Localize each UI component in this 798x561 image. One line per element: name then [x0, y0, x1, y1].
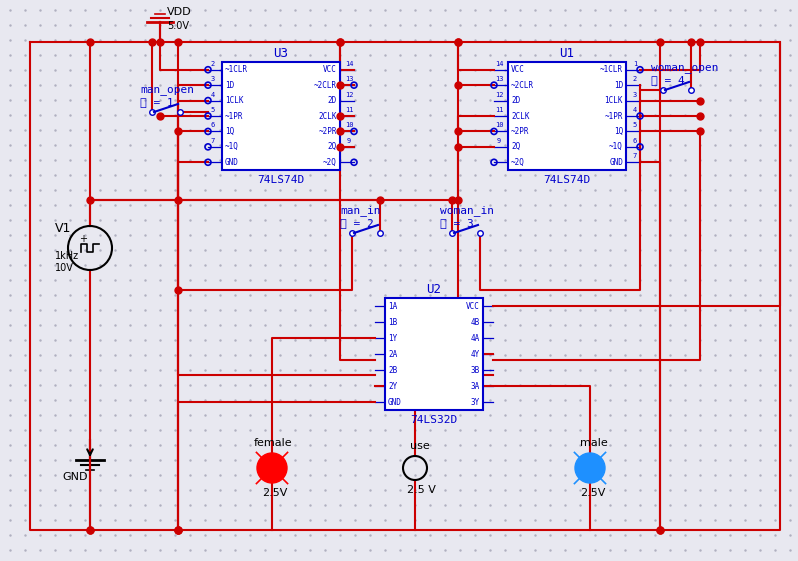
Text: 键 = 3: 键 = 3 — [440, 218, 474, 228]
Bar — [222, 62, 340, 170]
Text: ~1PR: ~1PR — [225, 112, 243, 121]
Text: U1: U1 — [559, 47, 575, 59]
Text: man_open: man_open — [140, 85, 194, 95]
Text: 2Y: 2Y — [388, 381, 397, 390]
Text: 4: 4 — [211, 91, 215, 98]
Text: 2: 2 — [633, 76, 637, 82]
Text: 5: 5 — [633, 122, 637, 128]
Text: 6: 6 — [211, 122, 215, 128]
Text: 2D: 2D — [328, 96, 337, 105]
Text: U2: U2 — [426, 283, 441, 296]
Text: 5: 5 — [211, 107, 215, 113]
Text: 1: 1 — [633, 61, 637, 67]
Text: ~1Q: ~1Q — [609, 142, 623, 151]
Text: ~2Q: ~2Q — [511, 158, 525, 167]
Text: 2: 2 — [211, 61, 215, 67]
Text: 3Y: 3Y — [471, 398, 480, 407]
Text: ~1CLR: ~1CLR — [600, 65, 623, 74]
Text: 4Y: 4Y — [471, 350, 480, 358]
Text: 1D: 1D — [225, 81, 235, 90]
Text: 2.5 V: 2.5 V — [407, 485, 436, 495]
Text: U3: U3 — [274, 47, 289, 59]
Text: GND: GND — [388, 398, 402, 407]
Text: woman_in: woman_in — [440, 205, 494, 217]
Text: V1: V1 — [55, 222, 71, 234]
Text: 2Q: 2Q — [328, 142, 337, 151]
Text: male: male — [580, 438, 608, 448]
Text: 2B: 2B — [388, 366, 397, 375]
Text: 1kHz: 1kHz — [55, 251, 79, 261]
Text: ~2CLR: ~2CLR — [314, 81, 337, 90]
Text: 2CLK: 2CLK — [318, 112, 337, 121]
Circle shape — [575, 453, 605, 483]
Text: 9: 9 — [497, 138, 501, 144]
Text: 1B: 1B — [388, 318, 397, 327]
Text: 4A: 4A — [471, 333, 480, 343]
Text: 9: 9 — [347, 138, 351, 144]
Text: ~1PR: ~1PR — [605, 112, 623, 121]
Text: 键 = 2: 键 = 2 — [340, 218, 373, 228]
Text: VCC: VCC — [511, 65, 525, 74]
Text: 10: 10 — [345, 122, 354, 128]
Text: 12: 12 — [345, 91, 354, 98]
Text: ~1Q: ~1Q — [225, 142, 239, 151]
Text: 1Y: 1Y — [388, 333, 397, 343]
Text: 2A: 2A — [388, 350, 397, 358]
Text: 1CLK: 1CLK — [605, 96, 623, 105]
Text: 3: 3 — [211, 76, 215, 82]
Bar — [508, 62, 626, 170]
Text: 13: 13 — [495, 76, 504, 82]
Text: 键 = 1: 键 = 1 — [140, 97, 174, 107]
Text: 1CLK: 1CLK — [225, 96, 243, 105]
Text: VCC: VCC — [323, 65, 337, 74]
Text: 5.0V: 5.0V — [167, 21, 189, 31]
Text: VCC: VCC — [466, 301, 480, 310]
Text: use: use — [410, 441, 430, 451]
Text: 12: 12 — [495, 91, 504, 98]
Text: GND: GND — [609, 158, 623, 167]
Text: 74LS74D: 74LS74D — [543, 175, 591, 185]
Text: 14: 14 — [495, 61, 504, 67]
Text: ~2PR: ~2PR — [511, 127, 530, 136]
Text: 1Q: 1Q — [614, 127, 623, 136]
Text: 10: 10 — [495, 122, 504, 128]
Text: 74LS74D: 74LS74D — [258, 175, 305, 185]
Text: 2.5V: 2.5V — [262, 488, 287, 498]
Text: ~2PR: ~2PR — [318, 127, 337, 136]
Bar — [385, 298, 483, 410]
Text: 10V: 10V — [55, 263, 74, 273]
Text: 3: 3 — [633, 91, 637, 98]
Text: man_in: man_in — [340, 205, 381, 217]
Text: 2Q: 2Q — [511, 142, 520, 151]
Text: 4B: 4B — [471, 318, 480, 327]
Text: woman_open: woman_open — [651, 63, 718, 73]
Text: 2D: 2D — [511, 96, 520, 105]
Text: 1Q: 1Q — [225, 127, 235, 136]
Text: GND: GND — [225, 158, 239, 167]
Text: 2.5V: 2.5V — [580, 488, 606, 498]
Text: 11: 11 — [345, 107, 354, 113]
Text: 2CLK: 2CLK — [511, 112, 530, 121]
Text: female: female — [254, 438, 293, 448]
Text: GND: GND — [62, 472, 88, 482]
Text: 3A: 3A — [471, 381, 480, 390]
Text: 7: 7 — [633, 153, 637, 159]
Text: 74LS32D: 74LS32D — [410, 415, 457, 425]
Text: ~2Q: ~2Q — [323, 158, 337, 167]
Text: +: + — [79, 234, 87, 244]
Text: 1A: 1A — [388, 301, 397, 310]
Text: 4: 4 — [633, 107, 637, 113]
Text: 6: 6 — [633, 138, 637, 144]
Text: ~1CLR: ~1CLR — [225, 65, 248, 74]
Text: 11: 11 — [495, 107, 504, 113]
Text: 键 = 4: 键 = 4 — [651, 75, 685, 85]
Text: 7: 7 — [211, 138, 215, 144]
Text: ~2CLR: ~2CLR — [511, 81, 534, 90]
Text: 13: 13 — [345, 76, 354, 82]
Text: 14: 14 — [345, 61, 354, 67]
Circle shape — [257, 453, 287, 483]
Text: 1D: 1D — [614, 81, 623, 90]
Text: VDD: VDD — [167, 7, 192, 17]
Text: 3B: 3B — [471, 366, 480, 375]
